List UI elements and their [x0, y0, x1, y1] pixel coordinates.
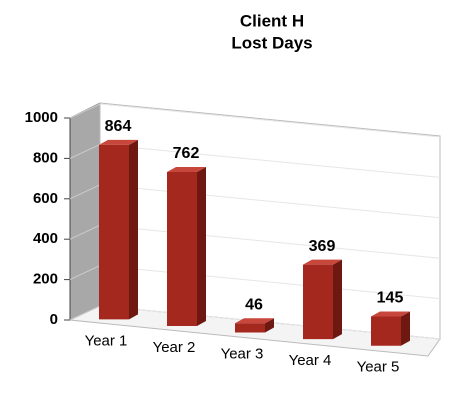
value-label: 46: [245, 296, 263, 313]
y-tick-label: 600: [33, 190, 58, 207]
value-label: 145: [377, 290, 404, 307]
side-grid-line: [69, 305, 101, 321]
side-grid-line: [69, 265, 101, 281]
bar: [303, 259, 342, 340]
bar-side: [265, 318, 274, 333]
y-tick-label: 200: [33, 271, 58, 288]
x-tick-label: Year 3: [221, 346, 264, 363]
grid-line: [99, 265, 441, 300]
bar-front: [235, 323, 265, 333]
bar: [235, 318, 274, 333]
bar-top: [167, 167, 206, 173]
grid-line: [99, 224, 441, 259]
chart-title: Client H: [240, 11, 304, 30]
bar-front: [167, 172, 197, 326]
bar-front: [371, 316, 401, 346]
y-tick-label: 1000: [25, 109, 58, 126]
side-wall: [69, 102, 101, 321]
y-tick-label: 800: [33, 149, 58, 166]
side-grid-line: [69, 224, 101, 240]
grid-line: [99, 103, 441, 138]
bar-front: [99, 144, 129, 320]
side-grid-line: [69, 103, 101, 119]
chart-subtitle: Lost Days: [231, 33, 312, 52]
x-tick-label: Year 4: [289, 352, 332, 369]
value-label: 369: [309, 238, 336, 255]
x-tick-label: Year 1: [85, 332, 128, 349]
bar: [371, 311, 410, 346]
bar-side: [401, 311, 410, 346]
grid-line: [99, 184, 441, 219]
y-tick-label: 0: [50, 311, 58, 328]
x-tick-label: Year 5: [357, 359, 400, 376]
bar-side: [333, 259, 342, 340]
bar-top: [371, 311, 410, 317]
bar-front: [303, 264, 333, 340]
bar: [99, 139, 138, 320]
value-label: 762: [173, 145, 200, 162]
side-grid-line: [69, 184, 101, 200]
x-tick-label: Year 2: [153, 339, 196, 356]
value-label: 864: [105, 118, 132, 135]
bar-side: [197, 167, 206, 326]
bar-top: [99, 139, 138, 145]
side-grid-line: [69, 143, 101, 159]
bar: [167, 167, 206, 326]
bar-top: [303, 259, 342, 265]
bar-top: [235, 318, 274, 324]
y-tick-label: 400: [33, 230, 58, 247]
grid-line: [99, 143, 441, 178]
bar-side: [129, 139, 138, 320]
